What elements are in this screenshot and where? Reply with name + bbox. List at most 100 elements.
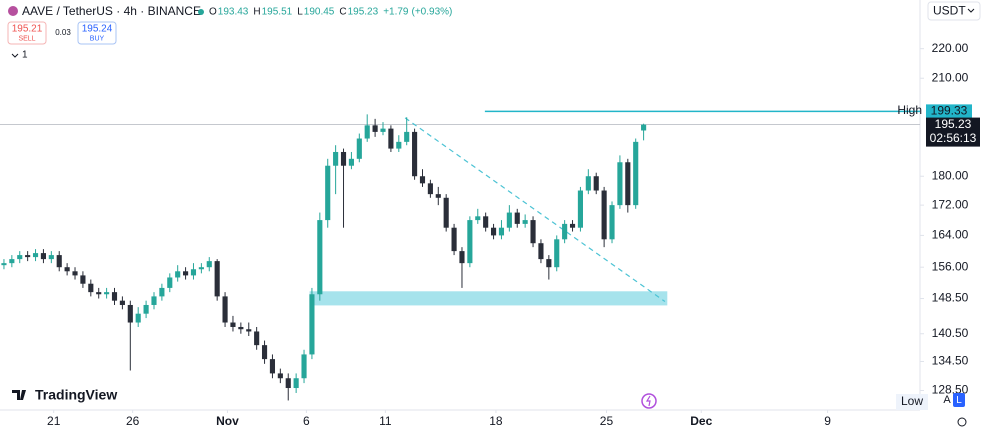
countdown: 02:56:13	[930, 131, 977, 145]
log-button-bg[interactable]	[953, 393, 965, 407]
hline-tag	[926, 104, 972, 119]
candle-body	[40, 253, 46, 260]
candle-body	[222, 296, 228, 323]
candle-body	[32, 253, 39, 258]
candle-body	[151, 296, 157, 305]
settings-icon[interactable]	[957, 417, 967, 427]
symbol-title: AAVE / TetherUS · 4h · BINANCE	[22, 4, 201, 18]
candle-body	[25, 255, 31, 258]
candle-body	[293, 378, 299, 389]
y-tick-label: 140.50	[932, 326, 969, 340]
collapse-icon[interactable]	[11, 53, 19, 58]
ohlc-key: H	[253, 7, 260, 18]
log-button[interactable]: L	[956, 395, 962, 406]
candle-body	[562, 223, 568, 240]
candle-body	[9, 259, 15, 264]
low-label: Low	[901, 394, 923, 408]
candle-body	[269, 359, 276, 374]
candle-body	[506, 212, 512, 228]
ohlc-key: L	[297, 7, 303, 18]
candle-body	[119, 300, 125, 305]
candle-body	[451, 227, 457, 252]
candle-body	[317, 220, 323, 295]
candle-body	[309, 294, 315, 355]
candle-body	[435, 194, 441, 198]
candle-body	[514, 212, 520, 224]
candle-body	[412, 131, 418, 177]
candle-body	[1, 263, 7, 266]
change-pct: (+0.93%)	[412, 7, 453, 18]
currency: USDT	[933, 4, 966, 18]
ohlc-key: C	[339, 7, 346, 18]
y-tick-label: 156.00	[932, 259, 969, 273]
y-tick-label: 148.50	[932, 291, 969, 305]
candle-body	[467, 220, 473, 264]
ohlc-value: 195.51	[262, 7, 293, 18]
candle-body	[230, 322, 236, 327]
candle-body	[577, 190, 583, 228]
market-status	[198, 9, 204, 15]
candle-body	[530, 220, 536, 244]
x-tick-label: 26	[126, 414, 140, 428]
candle-body	[443, 197, 449, 228]
candle-body	[56, 255, 62, 268]
candle-body	[72, 271, 78, 276]
support-zone	[309, 291, 668, 306]
sell-button[interactable]	[7, 21, 47, 45]
candle-body	[190, 269, 197, 276]
candle-body	[340, 151, 347, 166]
event-icon[interactable]	[641, 393, 657, 409]
candle-body	[388, 128, 394, 149]
currency-box[interactable]	[927, 1, 981, 21]
y-tick-label: 164.00	[932, 228, 969, 242]
candle-body	[301, 354, 307, 379]
candle-body	[356, 138, 362, 159]
candle-body	[396, 141, 402, 149]
tv-logo-text: TradingView	[35, 387, 117, 403]
candle-body	[538, 243, 544, 260]
x-tick-label: Nov	[216, 414, 239, 428]
candle-body	[111, 292, 118, 301]
candle-body	[143, 304, 149, 314]
ohlc-value: 195.23	[348, 7, 379, 18]
auto-button[interactable]: A	[943, 394, 951, 406]
indicators-count: 1	[22, 50, 28, 61]
candle-body	[254, 331, 260, 346]
candle-body	[475, 216, 481, 221]
trend-line	[404, 117, 666, 303]
change: +1.79	[383, 7, 409, 18]
tv-logo-icon	[12, 390, 26, 400]
sell-label: SELL	[18, 35, 35, 42]
candle-body	[96, 292, 102, 295]
candle-body	[206, 261, 212, 268]
y-tick-label: 172.00	[932, 197, 969, 211]
last-price: 195.23	[935, 117, 972, 131]
candle-body	[64, 267, 70, 272]
symbol-logo	[8, 6, 18, 16]
candle-body	[380, 128, 386, 132]
candle-body	[569, 223, 576, 228]
candle-body	[593, 176, 599, 191]
candle-body	[348, 158, 354, 166]
candle-body	[88, 283, 94, 293]
candle-body	[585, 176, 591, 191]
last-price-tag	[926, 117, 980, 147]
candle-body	[104, 292, 110, 295]
candle-body	[554, 239, 560, 268]
candle-body	[609, 205, 615, 240]
candle-body	[404, 131, 410, 142]
ohlc-value: 193.43	[218, 7, 249, 18]
y-tick-label: 220.00	[932, 41, 969, 55]
candle-body	[277, 373, 283, 379]
sell-price: 195.21	[12, 24, 43, 35]
buy-button[interactable]	[77, 21, 117, 45]
currency-caret	[967, 8, 975, 13]
candle-body	[601, 190, 607, 240]
candle-body	[183, 271, 189, 276]
candle-body	[261, 345, 268, 360]
ohlc-key: O	[209, 7, 217, 18]
high-label: High	[897, 103, 922, 117]
candle-body	[246, 329, 252, 332]
